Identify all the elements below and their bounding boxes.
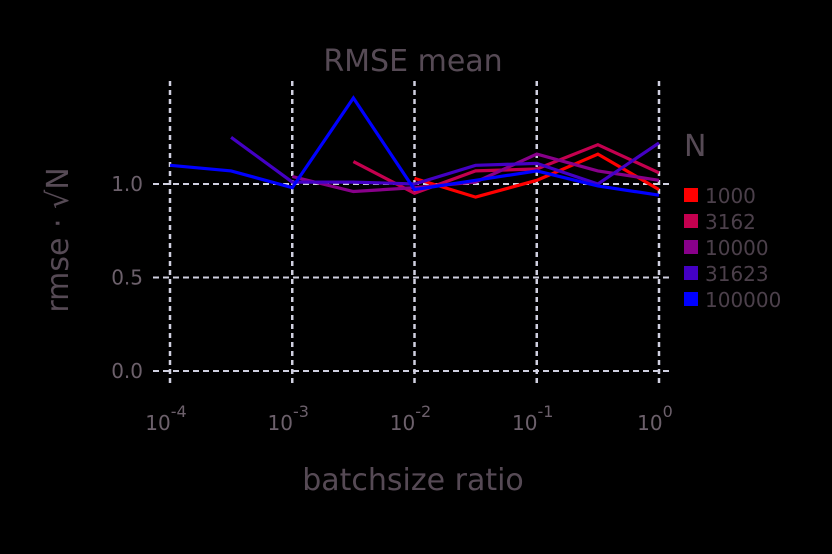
y-axis-ticks: 0.0 0.5 1.0: [111, 172, 143, 383]
chart-title: RMSE mean: [323, 44, 502, 79]
x-tick-label: 10-4: [145, 402, 186, 435]
legend-swatch-100000: [684, 292, 698, 306]
x-tick-label: 10-2: [390, 402, 431, 435]
legend-title: N: [684, 129, 706, 164]
series-line-10000: [291, 152, 660, 194]
x-tick-label: 10-3: [268, 402, 309, 435]
y-tick-label: 0.5: [111, 266, 143, 290]
y-tick-label: 1.0: [111, 172, 143, 196]
series-line-100000: [169, 95, 660, 197]
legend-label-3162: 3162: [705, 210, 756, 234]
legend-label-31623: 31623: [705, 262, 769, 286]
series-line-1000: [414, 152, 660, 199]
legend-label-100000: 100000: [705, 288, 781, 312]
legend-swatch-3162: [684, 214, 698, 228]
legend-label-10000: 10000: [705, 236, 769, 260]
x-axis-label: batchsize ratio: [302, 463, 524, 498]
y-axis-label: rmse · √N: [41, 167, 76, 312]
legend-label-1000: 1000: [705, 184, 756, 208]
data-lines: [169, 95, 660, 199]
x-tick-label: 10-1: [512, 402, 553, 435]
legend-swatch-1000: [684, 188, 698, 202]
grid-lines: [153, 81, 673, 384]
series-line-31623: [230, 136, 660, 186]
legend-swatch-10000: [684, 240, 698, 254]
legend-swatch-31623: [684, 266, 698, 280]
y-tick-label: 0.0: [111, 359, 143, 383]
x-axis-ticks: 10-4 10-3 10-2 10-1 100: [145, 402, 673, 435]
x-tick-label: 100: [637, 402, 673, 435]
